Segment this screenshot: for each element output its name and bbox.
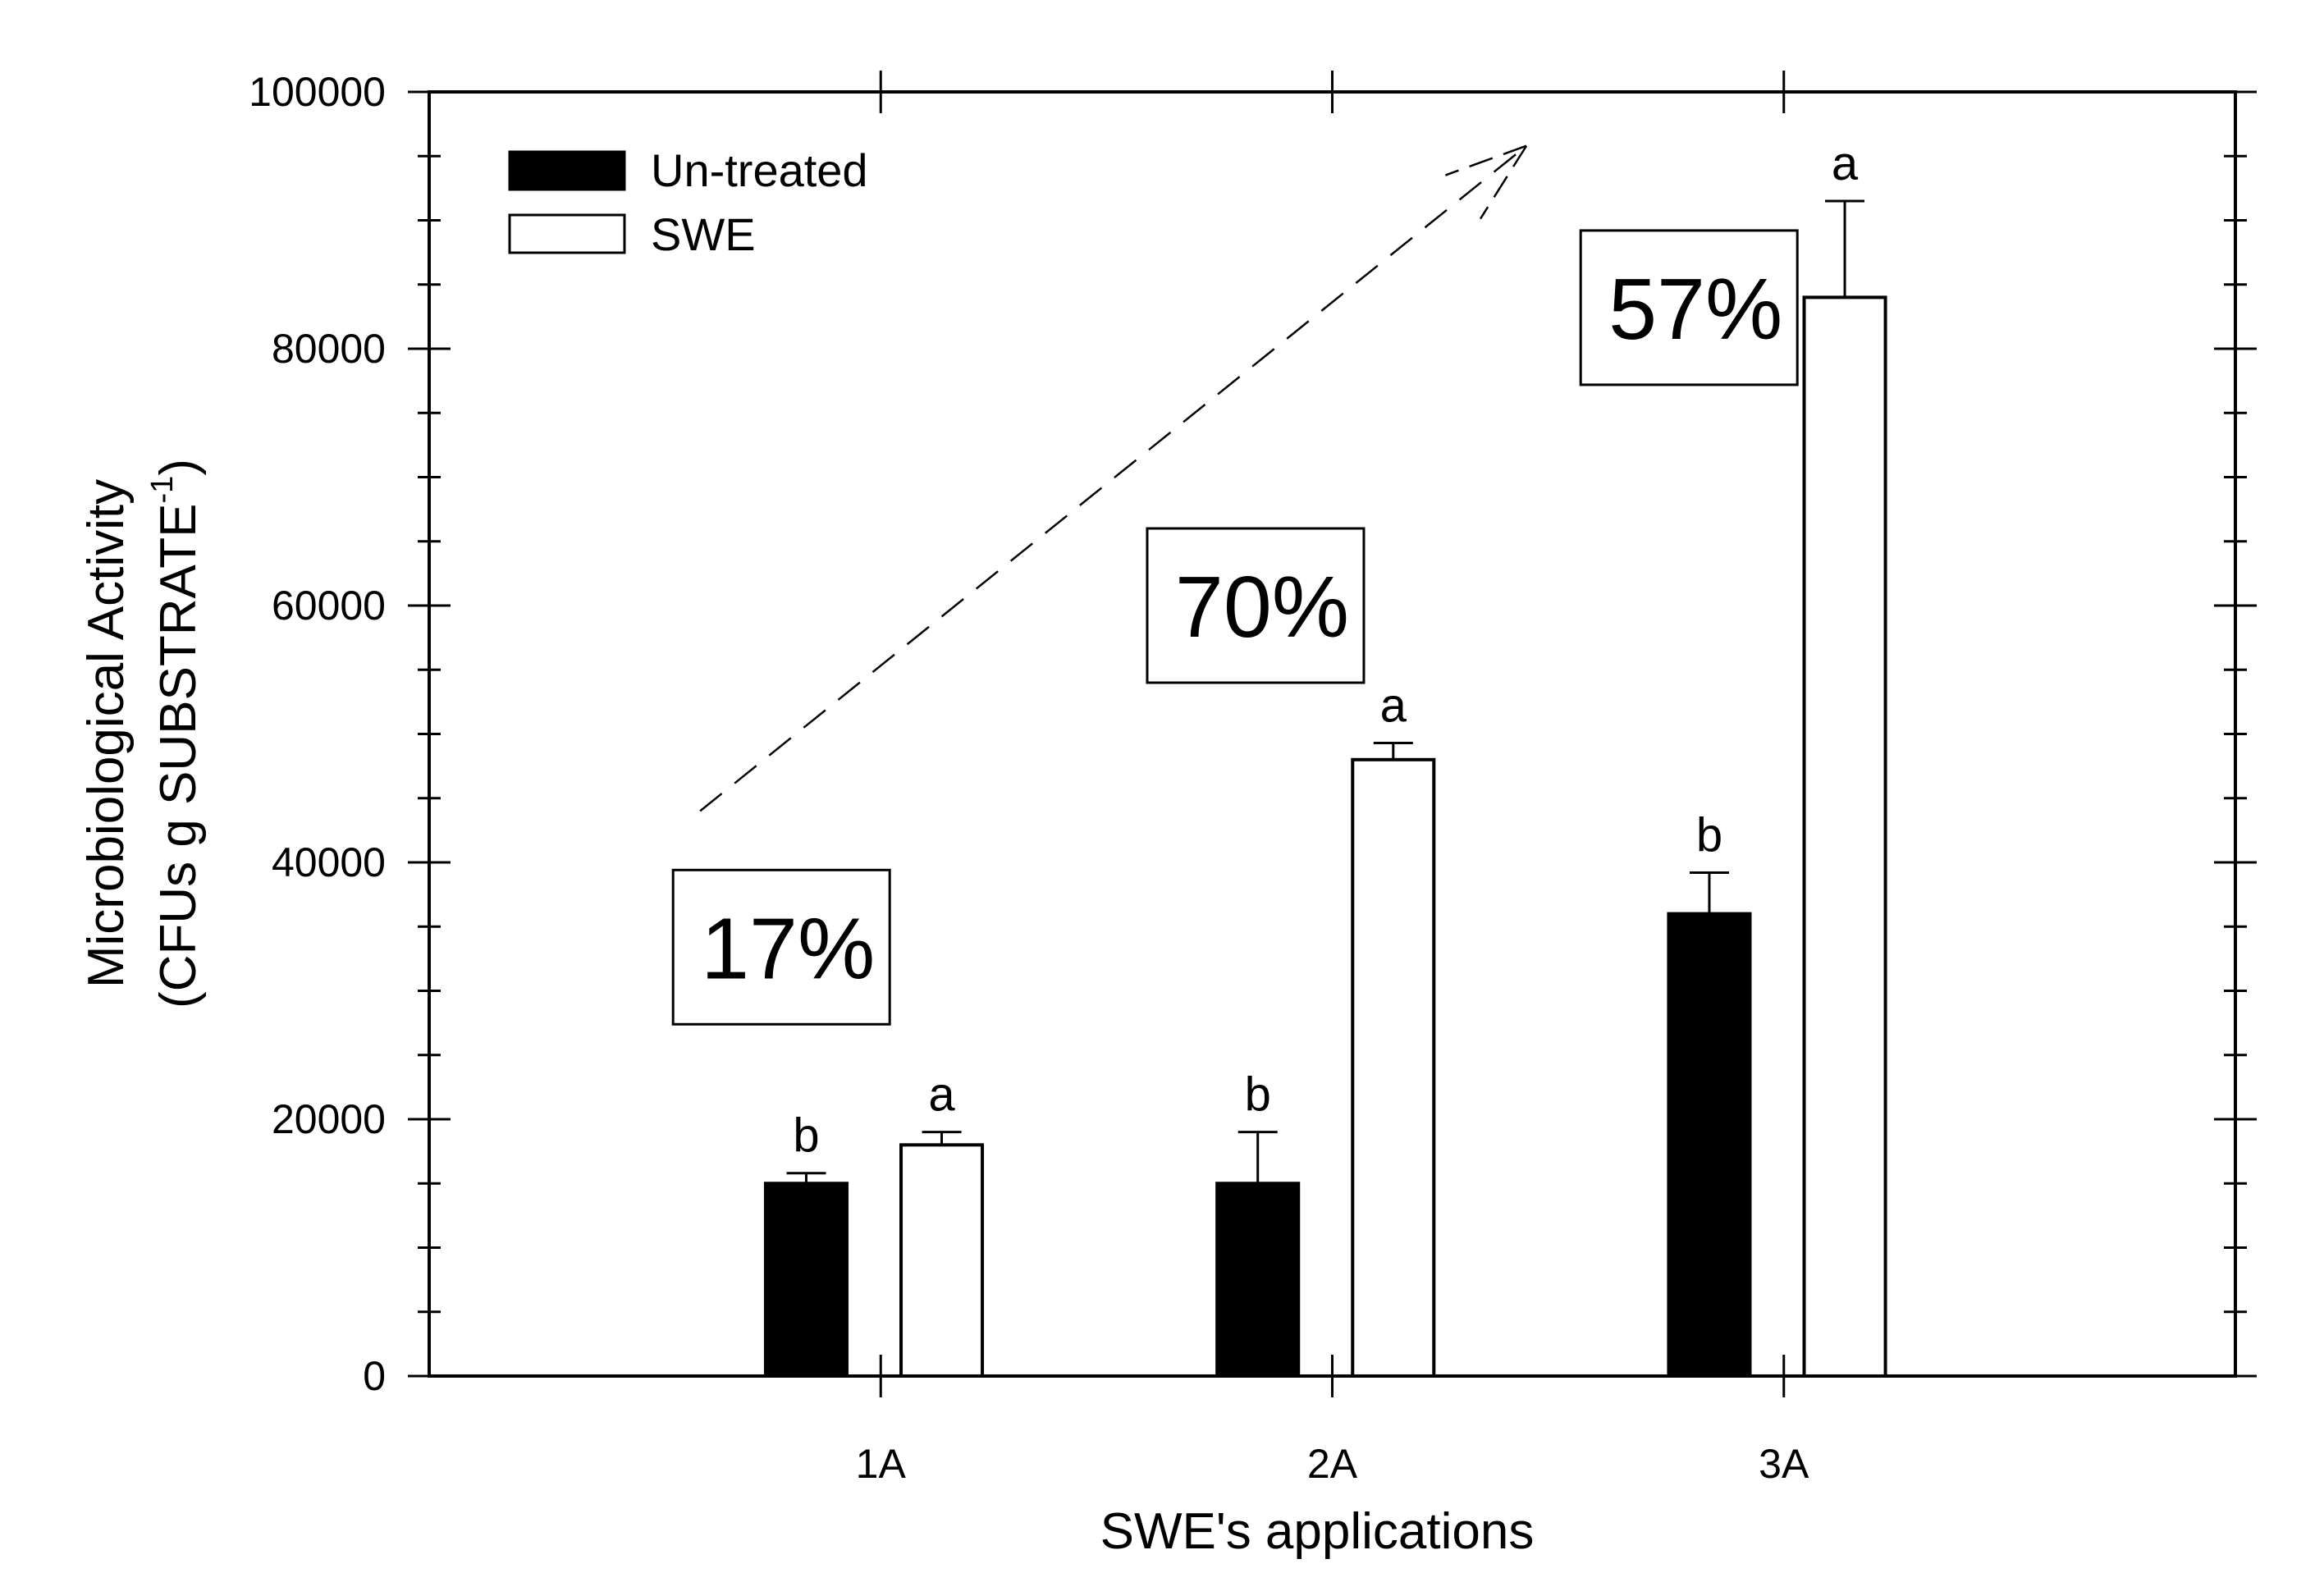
- y-tick-label: 40000: [272, 839, 386, 885]
- legend-swatch-untreated: [508, 150, 626, 191]
- annotation-box: [1579, 229, 1799, 386]
- legend-label-swe: SWE: [651, 208, 756, 260]
- bars: b b b a a a: [763, 137, 1887, 1379]
- bar-un-treated-1A: [763, 1182, 849, 1378]
- annotation-percentage: 57%: [1608, 261, 1782, 358]
- bar-swe-2A: [1351, 757, 1436, 1378]
- y-tick-label: 100000: [249, 69, 386, 115]
- plot-frame: [428, 90, 2237, 1378]
- y-axis-title-prefix: (CFUs g SUBSTRATE: [150, 503, 207, 1008]
- significance-letter: b: [1245, 1068, 1271, 1122]
- y-axis-title-line1: Microbiological Activity: [78, 479, 135, 988]
- y-tick-label: 60000: [272, 583, 386, 629]
- significance-letter: b: [793, 1109, 819, 1163]
- significance-letter: a: [928, 1068, 955, 1122]
- bar-swe-1A: [899, 1143, 985, 1379]
- significance-letter: b: [1696, 809, 1722, 862]
- trend-arrow-head: [1480, 145, 1528, 220]
- x-tick-label: 3A: [1759, 1441, 1809, 1487]
- annotation-percentage: 70%: [1175, 559, 1349, 656]
- significance-letter: a: [1832, 137, 1859, 190]
- y-axis-title-line2: (CFUs g SUBSTRATE-1): [145, 459, 207, 1008]
- y-tick-label: 0: [363, 1353, 386, 1399]
- percentage-annotations: 17% 70% 57%: [671, 229, 1799, 1026]
- y-axis-title: Microbiological Activity (CFUs g SUBSTRA…: [78, 459, 207, 1008]
- bar-un-treated-2A: [1215, 1182, 1301, 1378]
- y-tick-label: 20000: [272, 1096, 386, 1142]
- y-axis-title-suffix: ): [150, 459, 207, 476]
- trend-arrow: [699, 144, 1528, 812]
- legend-swatch-swe: [508, 213, 626, 254]
- legend-label-untreated: Un-treated: [651, 144, 868, 196]
- y-axis-title-superscript: -1: [145, 476, 180, 504]
- x-tick-label: 2A: [1307, 1441, 1358, 1487]
- x-axis: 1A 2A 3A: [856, 71, 1809, 1487]
- trend-arrow-head: [1444, 144, 1527, 176]
- annotation-percentage: 17%: [701, 900, 875, 997]
- bar-swe-3A: [1802, 295, 1887, 1378]
- x-axis-title: SWE's applications: [1100, 1503, 1535, 1560]
- annotation-box: [1146, 527, 1366, 684]
- bar-un-treated-3A: [1667, 912, 1752, 1378]
- y-tick-label: 80000: [272, 326, 386, 372]
- annotation-box: [671, 868, 891, 1026]
- y-axis: 0 20000 40000 60000 80000 100000: [249, 69, 2257, 1399]
- significance-letter: a: [1380, 679, 1407, 732]
- x-tick-label: 1A: [856, 1441, 907, 1487]
- legend: Un-treated SWE: [508, 144, 868, 260]
